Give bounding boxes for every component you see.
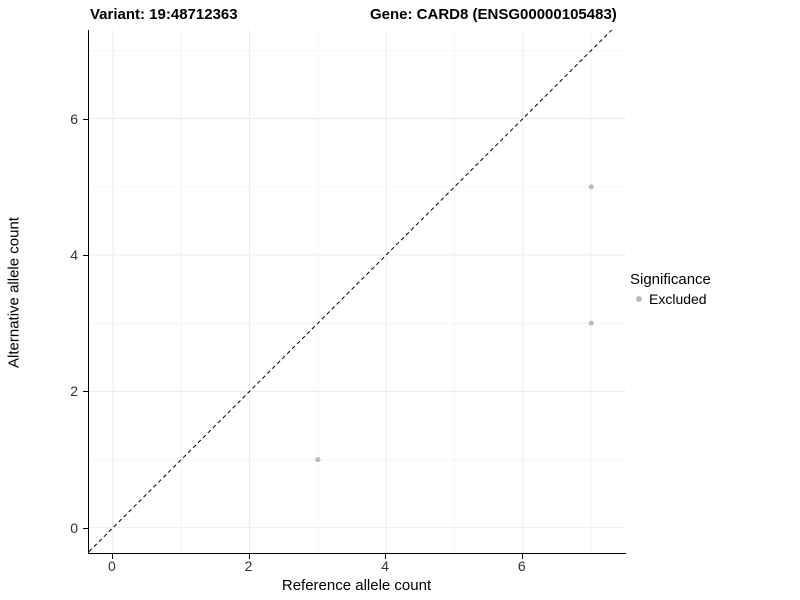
x-tick-label: 2 <box>244 558 253 574</box>
gene-title: Gene: CARD8 (ENSG00000105483) <box>370 6 617 23</box>
y-axis-title: Alternative allele count <box>5 217 23 368</box>
y-tick-label: 2 <box>70 383 78 400</box>
data-point <box>315 456 321 463</box>
x-tick-label: 6 <box>517 558 526 574</box>
plot-panel <box>88 30 626 554</box>
legend-key-dot-icon <box>630 290 648 308</box>
x-tick-label: 0 <box>108 558 116 574</box>
y-tick-label: 0 <box>70 519 78 536</box>
point-swatch-icon <box>636 296 642 302</box>
data-point <box>588 320 594 326</box>
plot-canvas <box>89 30 626 553</box>
variant-title: Variant: 19:48712363 <box>90 6 238 23</box>
y-tick-label: 4 <box>70 247 78 264</box>
y-tick-mark <box>83 255 88 257</box>
legend: Significance Excluded <box>630 271 798 308</box>
y-tick-mark <box>83 527 88 529</box>
identity-reference-line <box>89 30 613 552</box>
legend-title: Significance <box>630 271 711 288</box>
legend-items: Excluded <box>630 290 798 308</box>
x-tick-label: 4 <box>381 558 390 574</box>
x-tick-mark <box>248 554 250 559</box>
data-point <box>588 184 594 190</box>
legend-item: Excluded <box>630 290 798 308</box>
x-tick-mark <box>385 554 387 559</box>
y-tick-label: 6 <box>70 110 78 127</box>
x-tick-mark <box>111 554 113 559</box>
x-tick-mark <box>521 554 523 559</box>
y-tick-mark <box>83 118 88 120</box>
legend-item-label: Excluded <box>649 291 707 307</box>
y-tick-mark <box>83 391 88 393</box>
x-axis-title: Reference allele count <box>281 577 432 594</box>
